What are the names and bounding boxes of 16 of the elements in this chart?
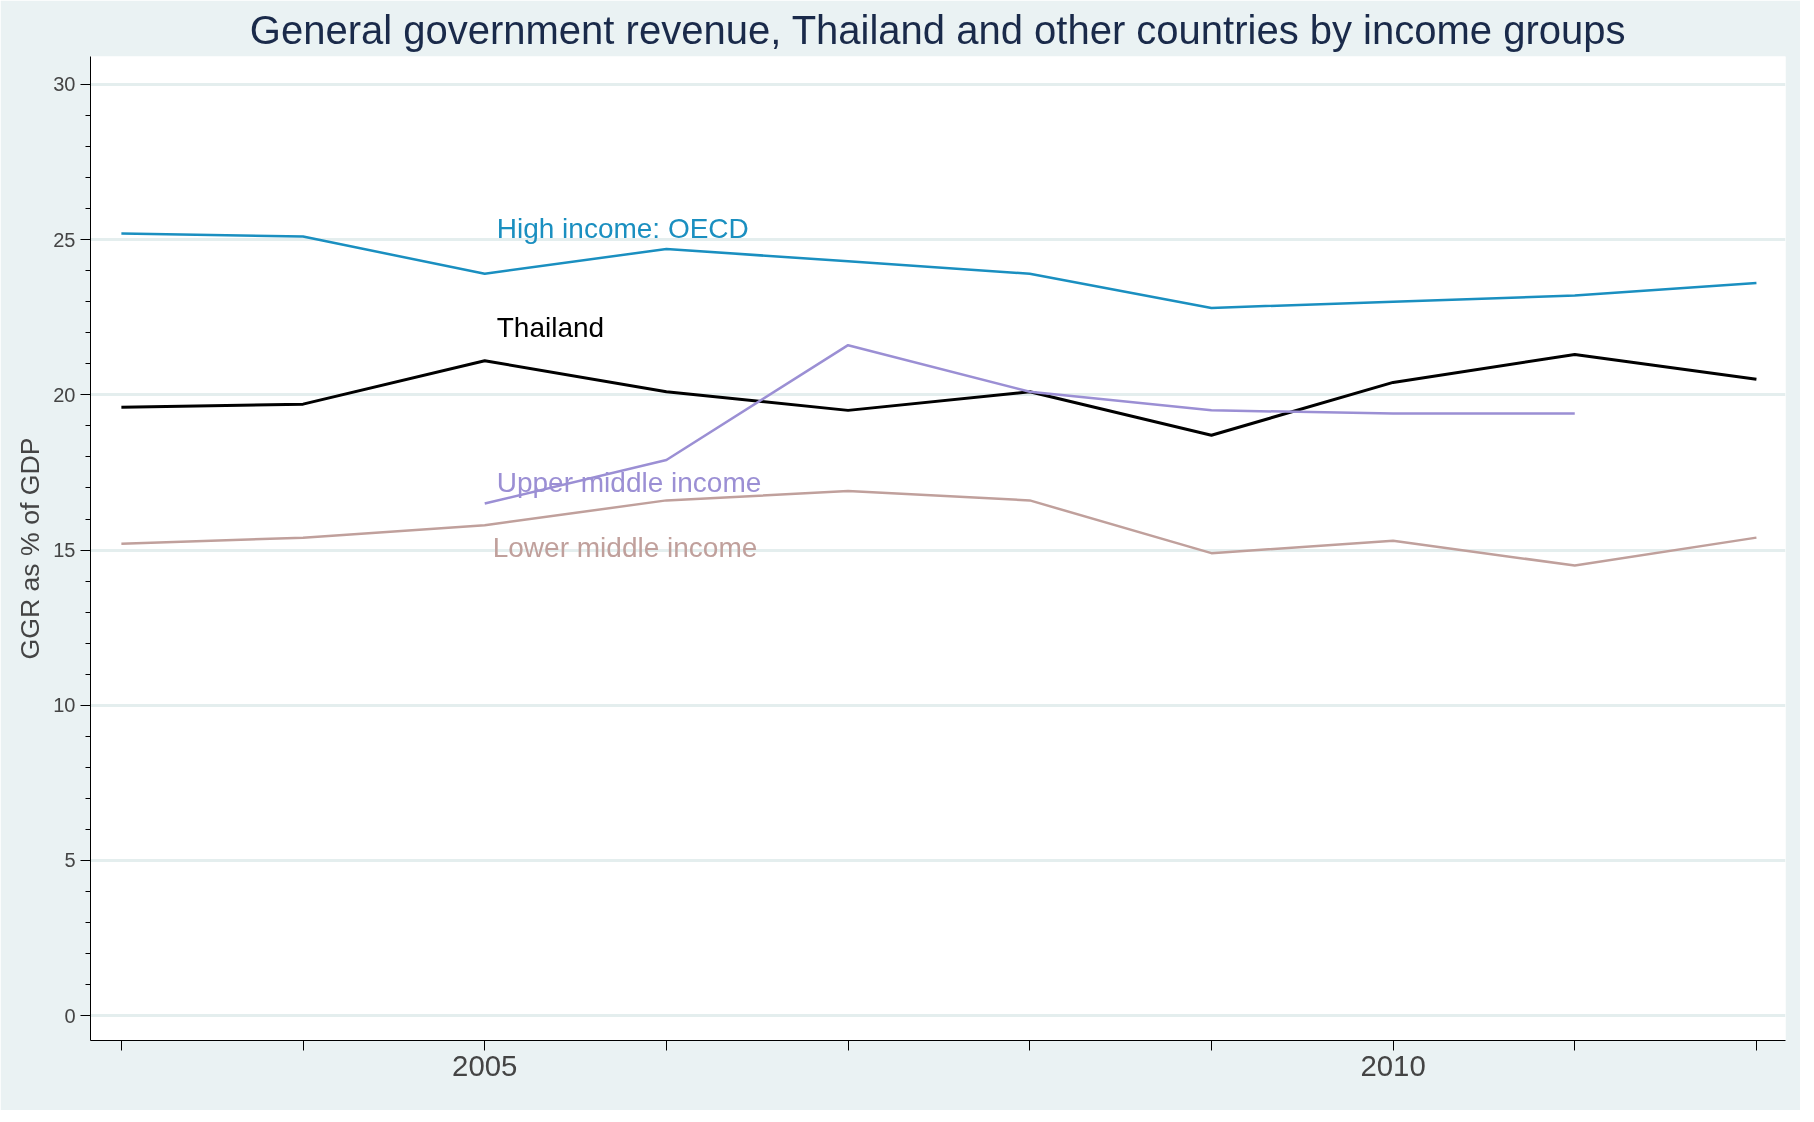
series-label: Thailand bbox=[496, 311, 605, 343]
chart-title: General government revenue, Thailand and other countries by income groups bbox=[249, 7, 1626, 52]
x-tick-label: 2005 bbox=[452, 1048, 518, 1082]
y-tick-label: 20 bbox=[53, 383, 76, 406]
y-tick-label: 10 bbox=[53, 694, 76, 717]
series-label: High income: OECD bbox=[496, 212, 749, 244]
y-tick-label: 30 bbox=[53, 73, 76, 96]
y-axis-title: GGR as % of GDP bbox=[15, 437, 46, 660]
x-tick-label: 2010 bbox=[1360, 1048, 1426, 1082]
y-tick-label: 0 bbox=[64, 1004, 76, 1027]
y-tick-label: 15 bbox=[53, 539, 76, 562]
y-tick-label: 25 bbox=[53, 228, 76, 251]
series-label: Lower middle income bbox=[492, 532, 758, 564]
y-tick-label: 5 bbox=[64, 849, 76, 872]
line-series bbox=[119, 352, 1758, 437]
line-series bbox=[483, 343, 1577, 505]
